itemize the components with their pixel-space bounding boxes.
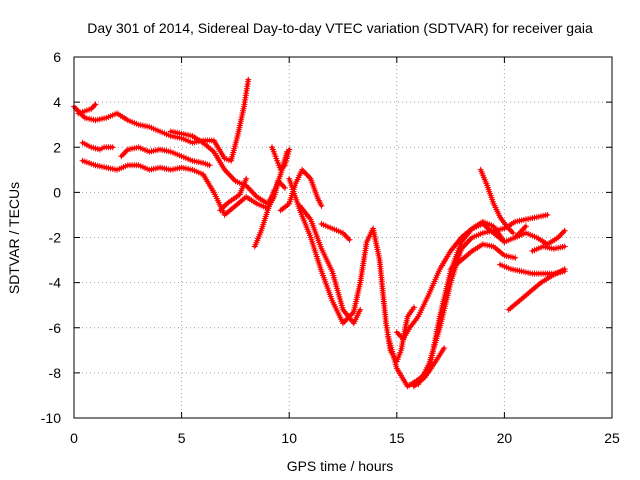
- series-markers: [477, 166, 516, 236]
- grid-lines: [74, 57, 612, 418]
- series-track-10: [277, 166, 325, 214]
- series-markers: [286, 175, 417, 365]
- series-track-17: [447, 241, 519, 273]
- series-track-23: [411, 345, 448, 390]
- series-markers: [297, 202, 364, 327]
- x-tick-label: 0: [70, 430, 78, 446]
- y-axis-label: SDTVAR / TECUs: [6, 182, 22, 294]
- chart-title: Day 301 of 2014, Sidereal Day-to-day VTE…: [87, 20, 593, 36]
- series-markers: [505, 266, 568, 313]
- series-track-12: [297, 202, 364, 327]
- x-axis-label: GPS time / hours: [287, 458, 394, 474]
- x-tick-label: 15: [389, 430, 405, 446]
- y-tick-label: 2: [53, 139, 61, 155]
- series-track-21: [512, 227, 568, 248]
- series-track-8: [251, 187, 278, 250]
- series-markers: [277, 166, 325, 214]
- data-series: [71, 76, 568, 390]
- y-tick-label: -10: [41, 410, 61, 426]
- series-track-13: [318, 221, 353, 243]
- x-tick-label: 25: [604, 430, 620, 446]
- series-markers: [318, 221, 353, 243]
- series-markers: [75, 101, 99, 117]
- series-markers: [269, 144, 293, 173]
- series-markers: [118, 144, 213, 169]
- series-track-11: [286, 175, 417, 365]
- series-markers: [217, 175, 250, 214]
- y-tick-label: 6: [53, 49, 61, 65]
- series-track-22: [529, 243, 568, 254]
- y-tick-label: -2: [49, 230, 62, 246]
- series-markers: [447, 241, 519, 273]
- y-tick-label: 4: [53, 94, 61, 110]
- x-tick-label: 5: [178, 430, 186, 446]
- x-tick-label: 10: [281, 430, 297, 446]
- series-markers: [251, 187, 278, 250]
- series-markers: [79, 139, 116, 153]
- series-markers: [529, 243, 568, 254]
- series-markers: [512, 227, 568, 248]
- x-tick-label: 20: [497, 430, 513, 446]
- series-track-18: [477, 166, 516, 236]
- series-track-7: [217, 175, 250, 214]
- y-tick-label: -4: [49, 275, 62, 291]
- series-track-3: [79, 139, 116, 153]
- y-tick-labels: -10 -8 -6 -4 -2 0 2 4 6: [41, 49, 61, 426]
- axis-ticks: [73, 56, 613, 419]
- series-markers: [411, 345, 448, 390]
- series-track-5: [118, 144, 213, 169]
- series-track-2: [75, 101, 99, 117]
- series-track-20: [505, 266, 568, 313]
- series-markers: [393, 218, 508, 342]
- x-tick-labels: 0 5 10 15 20 25: [70, 430, 620, 446]
- series-track-9: [269, 144, 293, 173]
- series-track-15: [393, 218, 508, 342]
- y-tick-label: -8: [49, 365, 62, 381]
- y-tick-label: 0: [53, 184, 61, 200]
- y-tick-label: -6: [49, 320, 62, 336]
